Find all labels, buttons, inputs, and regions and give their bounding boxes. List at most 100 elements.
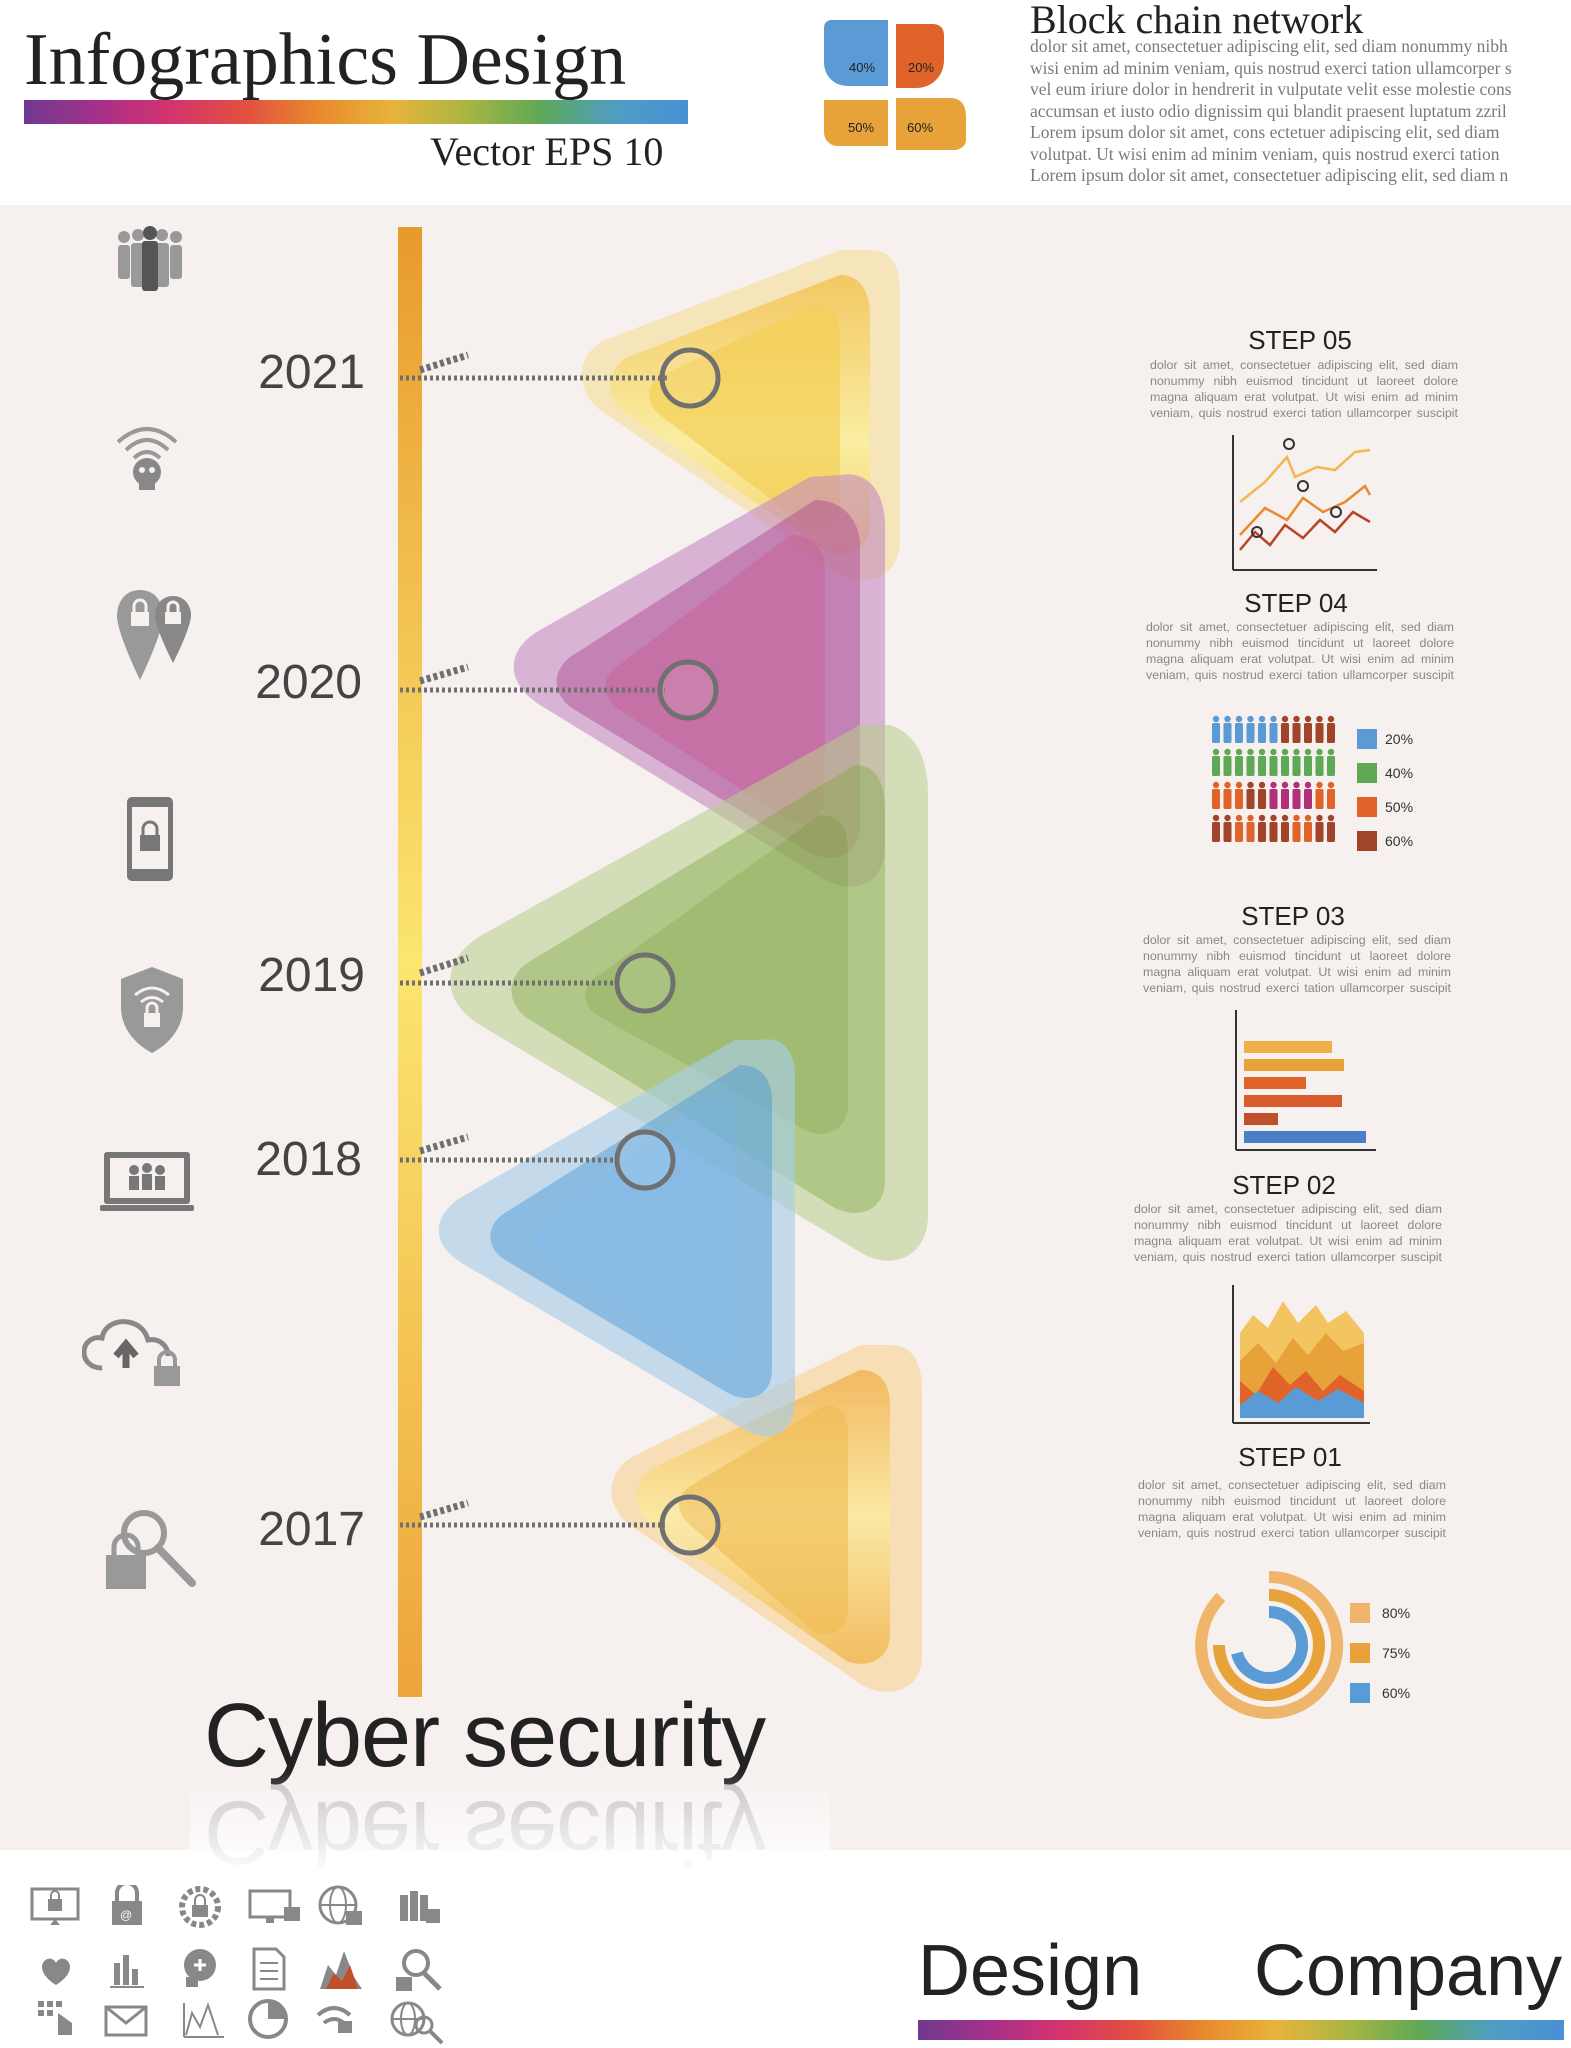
bc-line: dolor sit amet, consectetuer adipiscing … [1030, 36, 1508, 56]
ring-75 [1213, 1589, 1325, 1701]
petal-quad-graphic: 40% 20% 50% 60% [824, 20, 966, 150]
legend-swatch [1357, 729, 1377, 749]
year-2019: 2019 [258, 949, 365, 1002]
bc-line: volutpat. Ut wisi enim ad minim veniam, … [1030, 143, 1500, 164]
line-chart-icon [183, 2001, 224, 2038]
timeline-graphic [398, 227, 928, 1697]
step-01-ring-chart [1195, 1571, 1344, 1719]
step-02-title: STEP 02 [1232, 1170, 1336, 1200]
legend-swatch [1357, 763, 1377, 783]
step-02-text: dolor sit amet, consectetuer adipiscing … [1134, 1201, 1442, 1265]
petal-50 [824, 100, 888, 146]
blockchain-text: dolor sit amet, consectetuer adipiscing … [1030, 36, 1550, 187]
person-pictogram [1223, 715, 1232, 743]
person-pictogram [1235, 814, 1243, 842]
step-05-title: STEP 05 [1248, 325, 1352, 355]
legend-swatch [1357, 797, 1377, 817]
person-pictogram [1223, 781, 1232, 809]
monitor-lock-2-icon [248, 1889, 300, 1923]
wifi-skull-icon [116, 427, 178, 490]
phone-lock-icon [127, 797, 173, 881]
petal-label-60: 60% [907, 120, 933, 135]
person-pictogram [1327, 715, 1335, 743]
person-pictogram [1258, 748, 1266, 776]
hbar [1244, 1041, 1332, 1053]
connector-2019 [400, 952, 676, 1014]
wifi-lock-icon [316, 2006, 352, 2033]
main-title: Cyber security [204, 1686, 766, 1786]
petal-20 [896, 24, 944, 88]
triangle-2017 [611, 1345, 922, 1692]
connector-2018 [400, 1129, 676, 1191]
person-pictogram [1281, 781, 1289, 809]
ring-legend: 80% 75% 60% [1350, 1593, 1410, 1713]
step-line: dolor sit amet, consectetuer adipiscing … [1138, 1478, 1446, 1492]
person-pictogram [1258, 781, 1266, 809]
area-chart-icon [320, 1951, 362, 1989]
petal-label-40: 40% [849, 60, 875, 75]
legend-item: 50% [1357, 790, 1413, 824]
step-line: dolor sit amet, consectetuer adipiscing … [1143, 933, 1451, 947]
step-line: nonummy nibh euismod tincidunt ut laoree… [1143, 949, 1451, 963]
bc-line: accumsan et iusto odio dignissim qui bla… [1030, 100, 1507, 121]
step-03-title: STEP 03 [1241, 901, 1345, 931]
person-pictogram [1281, 748, 1289, 776]
petal-40 [824, 20, 888, 86]
location-lock-icon [117, 590, 191, 680]
step-line: magna aliquam erat volutpat. Ut wisi eni… [1134, 1234, 1442, 1248]
heart-icon [42, 1958, 70, 1985]
connector-2017 [400, 1494, 721, 1556]
person-pictogram [1269, 715, 1278, 743]
search-lock-icon [396, 1949, 442, 1991]
person-pictogram [1246, 814, 1255, 842]
step-line: nonummy nibh euismod tincidunt ut laoree… [1146, 636, 1454, 650]
people-lock-icon [400, 1891, 440, 1923]
person-pictogram [1212, 781, 1220, 809]
person-pictogram [1235, 748, 1243, 776]
step-line: nonummy nibh euismod tincidunt ut laoree… [1134, 1218, 1442, 1232]
step-line: magna aliquam erat volutpat. Ut wisi eni… [1150, 390, 1458, 404]
bar-chart-icon [110, 1955, 144, 1988]
person-pictogram [1281, 715, 1289, 743]
legend-item: 60% [1357, 824, 1413, 858]
person-pictogram [1327, 781, 1335, 809]
cloud-upload-lock-icon [82, 1319, 180, 1386]
step-line: magna aliquam erat volutpat. Ut wisi eni… [1143, 965, 1451, 979]
step-line: nonummy nibh euismod tincidunt ut laoree… [1138, 1494, 1446, 1508]
year-2021: 2021 [258, 346, 365, 399]
petal-60 [896, 98, 966, 150]
year-2020: 2020 [255, 656, 362, 709]
step-04-title: STEP 04 [1244, 588, 1348, 618]
svg-text:@: @ [120, 1908, 132, 1922]
person-pictogram [1315, 715, 1324, 743]
hbar [1244, 1059, 1344, 1071]
person-pictogram [1327, 748, 1335, 776]
year-2018: 2018 [255, 1133, 362, 1186]
step-line: dolor sit amet, consectetuer adipiscing … [1134, 1202, 1442, 1216]
step-03-text: dolor sit amet, consectetuer adipiscing … [1143, 932, 1451, 996]
hbar [1244, 1113, 1278, 1125]
legend-label: 20% [1385, 731, 1414, 747]
person-pictogram [1258, 814, 1266, 842]
person-pictogram [1292, 814, 1301, 842]
laptop-users-icon [100, 1152, 194, 1211]
legend-label: 40% [1385, 765, 1414, 781]
step-line: nonummy nibh euismod tincidunt ut laoree… [1150, 374, 1458, 388]
step-04-people-chart [1212, 715, 1335, 842]
legend-label: 75% [1382, 1645, 1411, 1661]
person-pictogram [1304, 748, 1312, 776]
step-line: veniam, quis nostrud exerci tation ullam… [1143, 981, 1451, 995]
reflection-fade [190, 1770, 830, 1880]
step-05-line-chart [1232, 435, 1377, 571]
step-01-text: dolor sit amet, consectetuer adipiscing … [1138, 1477, 1446, 1541]
step-line: magna aliquam erat volutpat. Ut wisi eni… [1138, 1510, 1446, 1524]
triangle-2018 [438, 1039, 795, 1437]
connector-2020 [400, 659, 719, 721]
globe-search-icon [390, 2001, 444, 2045]
connector-2021 [400, 347, 721, 409]
lock-email-icon: @ [112, 1885, 142, 1925]
hbar [1244, 1077, 1306, 1089]
envelope-icon [104, 2005, 148, 2037]
step-line: veniam, quis nostrud exerci tation ullam… [1138, 1526, 1446, 1540]
person-pictogram [1246, 715, 1255, 743]
